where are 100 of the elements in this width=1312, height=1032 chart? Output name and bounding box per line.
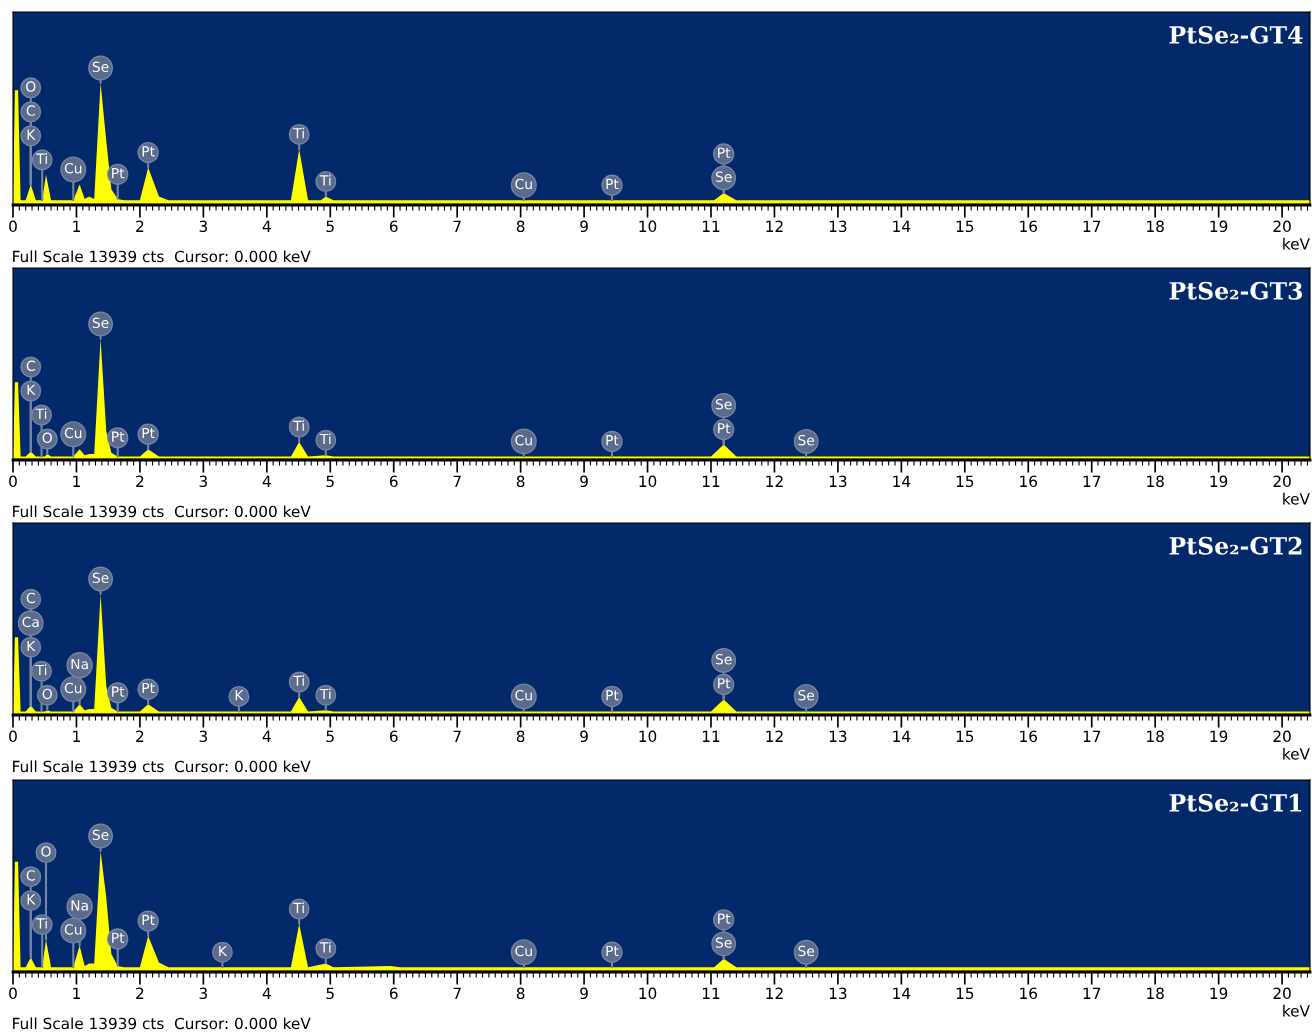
annotation: Se <box>92 572 109 584</box>
chart-title: PtSe₂-GT2 <box>1169 536 1302 555</box>
x-tick-label: 6 <box>389 987 398 1000</box>
x-tick-label: 19 <box>1210 475 1228 488</box>
annotation: Cu <box>64 924 82 935</box>
x-axis-title: keV <box>1283 492 1310 505</box>
annotation: Se <box>798 689 815 701</box>
x-tick-label: 13 <box>829 220 847 233</box>
annotation: Ti <box>35 664 47 676</box>
x-tick-label: 6 <box>389 475 398 488</box>
x-tick-label: 15 <box>956 730 974 743</box>
annotation: Se <box>92 317 109 329</box>
x-tick-label: 1 <box>73 475 80 487</box>
annotation: K <box>27 384 36 395</box>
x-tick-label: 3 <box>199 475 207 488</box>
annotation: Se <box>92 829 109 841</box>
x-tick-label: 13 <box>829 987 847 1000</box>
annotation: Cu <box>64 682 82 694</box>
x-tick-label: 14 <box>893 475 911 487</box>
annotation: K <box>235 690 244 701</box>
annotation: Na <box>71 658 88 670</box>
annotation: Se <box>798 945 815 957</box>
annotation: Ti <box>293 127 304 139</box>
annotation: Ti <box>319 688 331 700</box>
chart-title: PtSe₂-GT4 <box>1169 25 1303 44</box>
x-tick-label: 9 <box>580 220 588 233</box>
x-tick-label: 7 <box>453 987 461 999</box>
x-axis-title: keV <box>1283 237 1310 250</box>
annotation: C <box>26 592 35 604</box>
annotation: Pt <box>606 435 619 446</box>
annotation: Pt <box>718 913 731 924</box>
x-tick-label: 8 <box>516 475 525 488</box>
x-tick-label: 1 <box>73 730 80 742</box>
annotation: Se <box>92 61 109 73</box>
annotation: Pt <box>718 423 731 434</box>
annotation: K <box>27 894 36 905</box>
x-tick-label: 9 <box>580 475 588 488</box>
annotation: Cu <box>64 427 82 439</box>
x-tick-label: 2 <box>136 987 144 999</box>
x-axis-title: keV <box>1283 747 1310 760</box>
annotation: Cu <box>515 945 532 957</box>
x-tick-label: 19 <box>1210 220 1228 233</box>
x-tick-label: 11 <box>702 475 720 487</box>
chart-title: PtSe₂-GT1 <box>1169 793 1302 812</box>
annotation: Pt <box>142 427 155 439</box>
x-tick-label: 3 <box>199 220 207 233</box>
annotation: Ca <box>22 616 39 628</box>
x-tick-label: 13 <box>829 475 847 488</box>
x-tick-label: 20 <box>1273 730 1291 743</box>
annotation: O <box>41 846 51 857</box>
x-tick-label: 5 <box>326 730 334 743</box>
annotation: C <box>26 870 35 881</box>
x-tick-label: 17 <box>1083 987 1101 999</box>
x-tick-label: 5 <box>326 220 334 233</box>
x-tick-label: 20 <box>1273 987 1291 1000</box>
x-tick-label: 17 <box>1083 475 1101 487</box>
annotation: Pt <box>142 914 155 925</box>
annotation: Se <box>715 171 732 182</box>
x-tick-label: 18 <box>1147 220 1164 233</box>
x-tick-label: 18 <box>1147 475 1164 488</box>
annotation: Pt <box>718 147 731 158</box>
x-tick-label: 13 <box>829 730 847 743</box>
x-tick-label: 18 <box>1147 730 1164 743</box>
x-tick-label: 8 <box>516 987 525 1000</box>
x-tick-label: 20 <box>1273 475 1291 488</box>
annotation: Pt <box>606 178 619 189</box>
annotation: Pt <box>112 168 125 179</box>
annotation: K <box>219 945 228 957</box>
x-tick-label: 15 <box>956 220 974 233</box>
annotation: Pt <box>142 146 155 157</box>
x-tick-label: 20 <box>1273 220 1291 233</box>
x-tick-label: 15 <box>956 987 974 1000</box>
x-tick-label: 4 <box>262 475 271 487</box>
x-tick-label: 12 <box>766 987 783 999</box>
x-tick-label: 3 <box>199 730 207 743</box>
x-tick-label: 12 <box>766 730 783 742</box>
x-tick-label: 4 <box>262 730 271 742</box>
x-tick-label: 8 <box>516 220 525 233</box>
annotation: K <box>27 640 36 652</box>
annotation: Ti <box>319 941 331 953</box>
x-tick-label: 0 <box>9 730 17 743</box>
x-tick-label: 10 <box>639 475 657 488</box>
x-tick-label: 14 <box>893 730 911 742</box>
annotation: Ti <box>319 174 331 186</box>
x-tick-label: 2 <box>136 730 144 742</box>
x-tick-label: 19 <box>1210 987 1228 1000</box>
x-tick-label: 17 <box>1083 220 1101 232</box>
x-tick-label: 17 <box>1083 730 1101 742</box>
annotation: Pt <box>606 945 619 957</box>
x-tick-label: 5 <box>326 475 334 488</box>
x-tick-label: 11 <box>702 220 720 232</box>
annotation: C <box>26 105 35 116</box>
x-tick-label: 4 <box>262 220 271 232</box>
x-tick-label: 6 <box>389 730 398 743</box>
annotation: C <box>26 360 35 372</box>
annotation: Ti <box>36 917 47 929</box>
annotation: Se <box>715 398 732 410</box>
text: Full Scale 13939 cts Cursor: 0.000 keV <box>13 250 311 263</box>
annotation: Cu <box>515 434 532 446</box>
x-tick-label: 16 <box>1020 730 1038 743</box>
